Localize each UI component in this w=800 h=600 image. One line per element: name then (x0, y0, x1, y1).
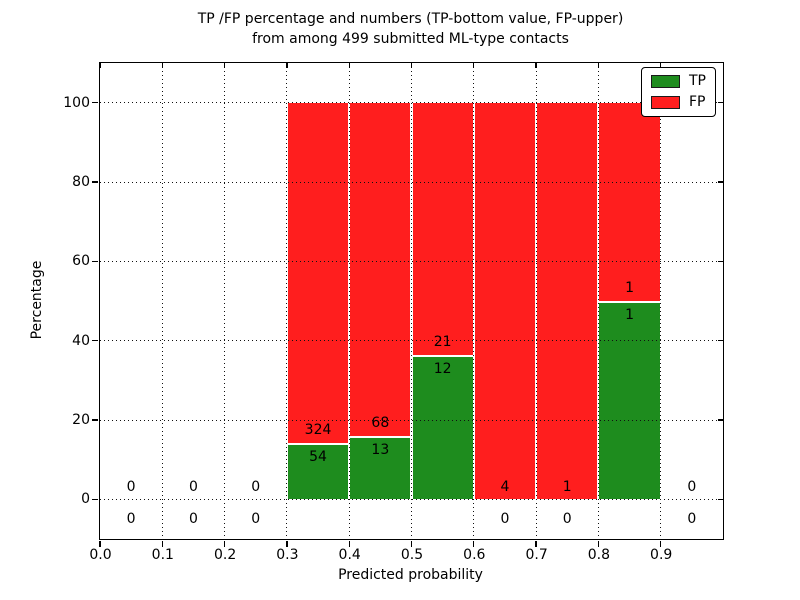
plot-area: TP FP 0 0 0 0 0 0 324 54 68 13 21 12 4 0 1 0 1 1 0 0 (92, 62, 724, 547)
x-tick-bottom (99, 541, 101, 547)
tp-bar (349, 435, 412, 500)
x-tick-bottom (348, 541, 350, 547)
fp-color-swatch (651, 96, 680, 109)
x-tick-label: 0.7 (525, 547, 548, 563)
tp-count-label: 0 (687, 511, 697, 528)
tp-bar (598, 301, 661, 500)
tp-count-label: 54 (309, 448, 327, 465)
x-tick-bottom (660, 541, 662, 547)
tp-count-label: 1 (625, 306, 635, 323)
y-tick-left (92, 181, 98, 183)
chart-title-line1: TP /FP percentage and numbers (TP-bottom… (197, 11, 624, 27)
legend-item-fp: FP (651, 95, 706, 110)
fp-count-label: 324 (304, 421, 332, 438)
y-tick-left (92, 498, 98, 501)
x-tick-bottom (535, 541, 537, 547)
y-tick-label: 80 (72, 174, 90, 190)
x-tick-bottom (410, 541, 413, 547)
x-tick-bottom (473, 541, 475, 547)
fp-count-label: 0 (251, 478, 261, 495)
tp-count-label: 0 (251, 511, 261, 528)
legend: TP FP (641, 67, 716, 117)
y-tick-left (92, 260, 98, 263)
fp-count-label: 68 (371, 414, 390, 431)
x-tick-label: 0.1 (151, 547, 174, 563)
x-tick-top (535, 63, 537, 68)
fp-bar (473, 102, 537, 500)
x-tick-bottom (286, 541, 288, 547)
y-tick-label: 40 (72, 332, 90, 349)
x-gridline (161, 63, 163, 539)
x-tick-top (99, 63, 101, 68)
x-tick-label: 0.9 (650, 547, 673, 563)
y-tick-label: 100 (63, 94, 90, 111)
y-tick-left (92, 419, 98, 421)
fp-count-label: 0 (687, 478, 697, 495)
tp-bar (411, 355, 474, 500)
fp-bar (411, 102, 474, 356)
x-tick-top (286, 63, 288, 68)
tp-count-label: 0 (562, 511, 572, 528)
x-tick-label: 0.8 (587, 547, 611, 563)
x-tick-label: 0.4 (338, 547, 361, 563)
x-tick-top (473, 63, 475, 68)
x-tick-label: 0.0 (89, 547, 112, 563)
tp-count-label: 13 (371, 441, 390, 458)
y-tick-left (92, 339, 98, 342)
tp-color-swatch (651, 75, 680, 88)
y-tick-right (718, 339, 723, 342)
fp-bar (286, 102, 350, 443)
y-tick-right (718, 260, 723, 263)
y-tick-right (718, 498, 723, 501)
chart-title-line2: from among 499 submitted ML-type contact… (252, 31, 569, 47)
x-tick-top (348, 63, 350, 68)
x-tick-top (410, 63, 413, 68)
y-tick-label: 60 (72, 253, 90, 270)
tp-count-label: 12 (433, 360, 452, 377)
x-tick-top (223, 63, 226, 68)
tp-count-label: 0 (500, 511, 510, 528)
x-tick-label: 0.6 (463, 547, 486, 563)
fp-count-label: 1 (562, 478, 572, 495)
y-tick-right (718, 181, 723, 183)
x-tick-label: 0.3 (276, 547, 299, 563)
fp-count-label: 21 (433, 334, 452, 351)
y-axis-label: Percentage (29, 260, 45, 340)
x-tick-bottom (161, 541, 163, 547)
y-tick-right (718, 419, 723, 421)
legend-label: TP (689, 73, 706, 89)
fp-count-label: 1 (625, 280, 635, 297)
y-tick-left (92, 101, 98, 104)
x-tick-top (161, 63, 163, 68)
fp-bar (598, 102, 661, 301)
x-tick-top (597, 63, 600, 68)
chart-title: TP /FP percentage and numbers (TP-bottom… (99, 9, 722, 49)
fp-bar (349, 102, 412, 436)
x-axis-label: Predicted probability (338, 567, 483, 583)
legend-item-tp: TP (651, 74, 706, 89)
y-tick-right (718, 101, 723, 104)
fp-count-label: 0 (188, 478, 198, 495)
tp-count-label: 0 (126, 511, 136, 528)
y-tick-label: 20 (72, 412, 90, 428)
legend-label: FP (689, 94, 706, 110)
x-tick-label: 0.5 (400, 547, 424, 563)
x-tick-bottom (223, 541, 226, 547)
tp-bar (286, 442, 350, 500)
x-gridline (224, 63, 226, 539)
x-tick-bottom (597, 541, 600, 547)
x-tick-label: 0.2 (213, 547, 237, 563)
tp-count-label: 0 (188, 511, 198, 528)
fp-bar (536, 102, 599, 500)
fp-count-label: 0 (126, 478, 136, 495)
y-tick-label: 0 (81, 491, 90, 508)
fp-count-label: 4 (500, 478, 510, 495)
